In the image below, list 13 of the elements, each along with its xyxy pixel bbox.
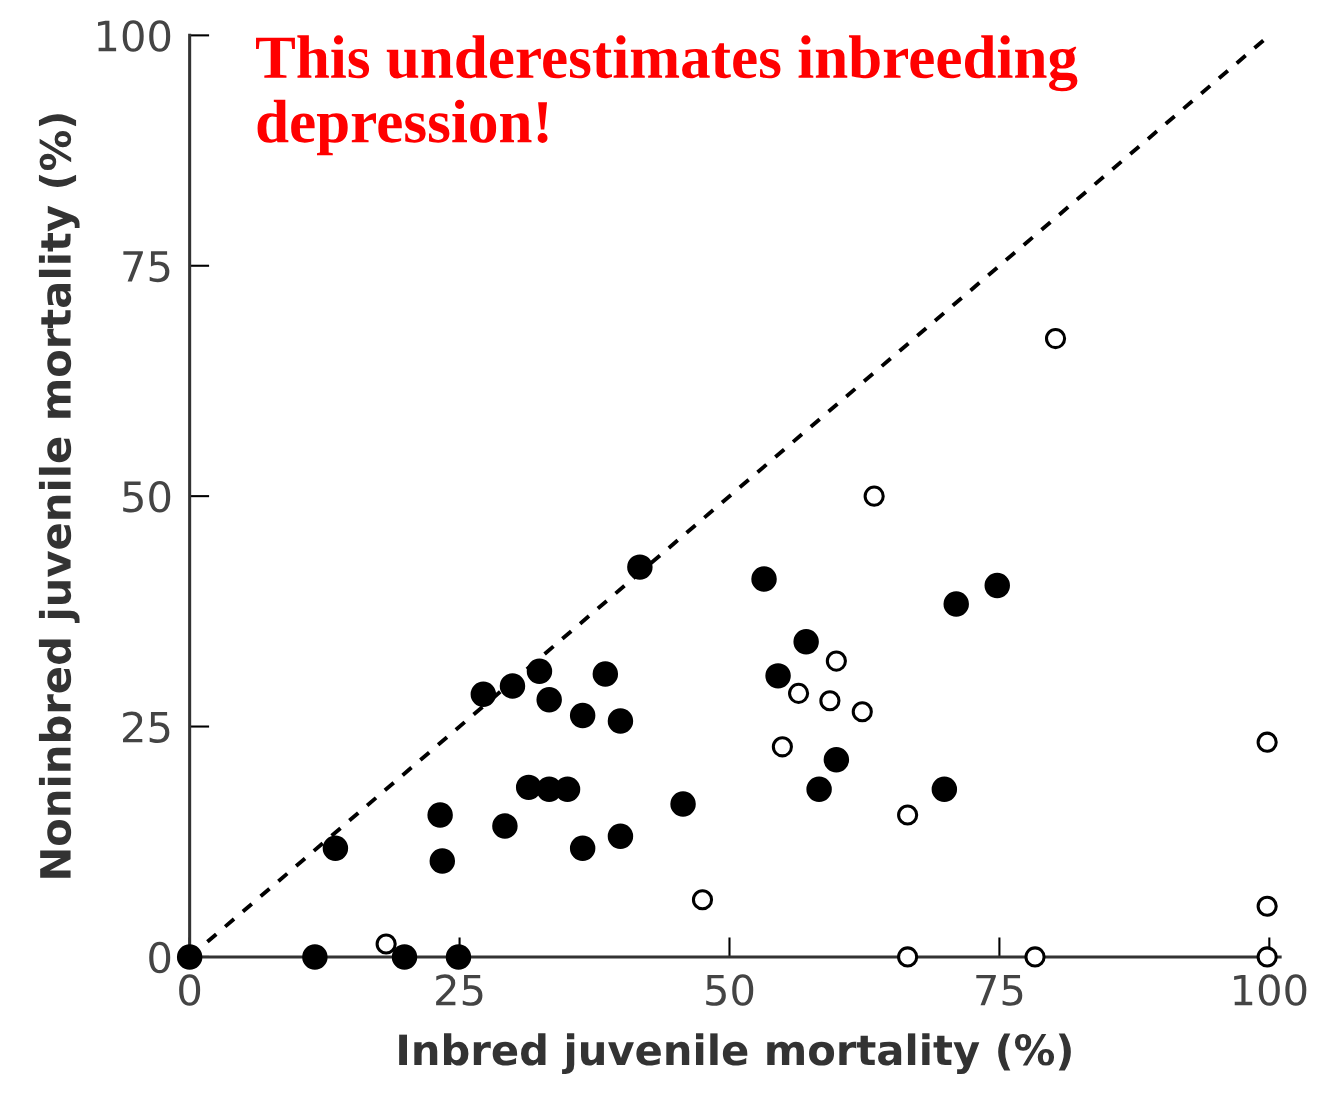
y-tick-label: 0	[149, 941, 171, 974]
x-axis-title: Inbred juvenile mortality (%)	[399, 1033, 1071, 1075]
x-tick-label: 50	[706, 974, 754, 1006]
x-tick-label: 25	[436, 974, 483, 1006]
y-tick-label: 100	[98, 20, 171, 52]
annotation: This underestimates inbreeding depression!	[256, 35, 1078, 156]
y-tick-label: 75	[123, 251, 170, 283]
y-tick-label: 25	[123, 711, 170, 743]
y-tick-label: 50	[123, 481, 171, 513]
x-tick-label: 0	[179, 974, 201, 1006]
x-tick-label: 100	[1234, 974, 1307, 1006]
y-axis-title: Noninbred juvenile mortality (%)	[38, 114, 80, 878]
x-tick-label: 75	[976, 974, 1023, 1006]
